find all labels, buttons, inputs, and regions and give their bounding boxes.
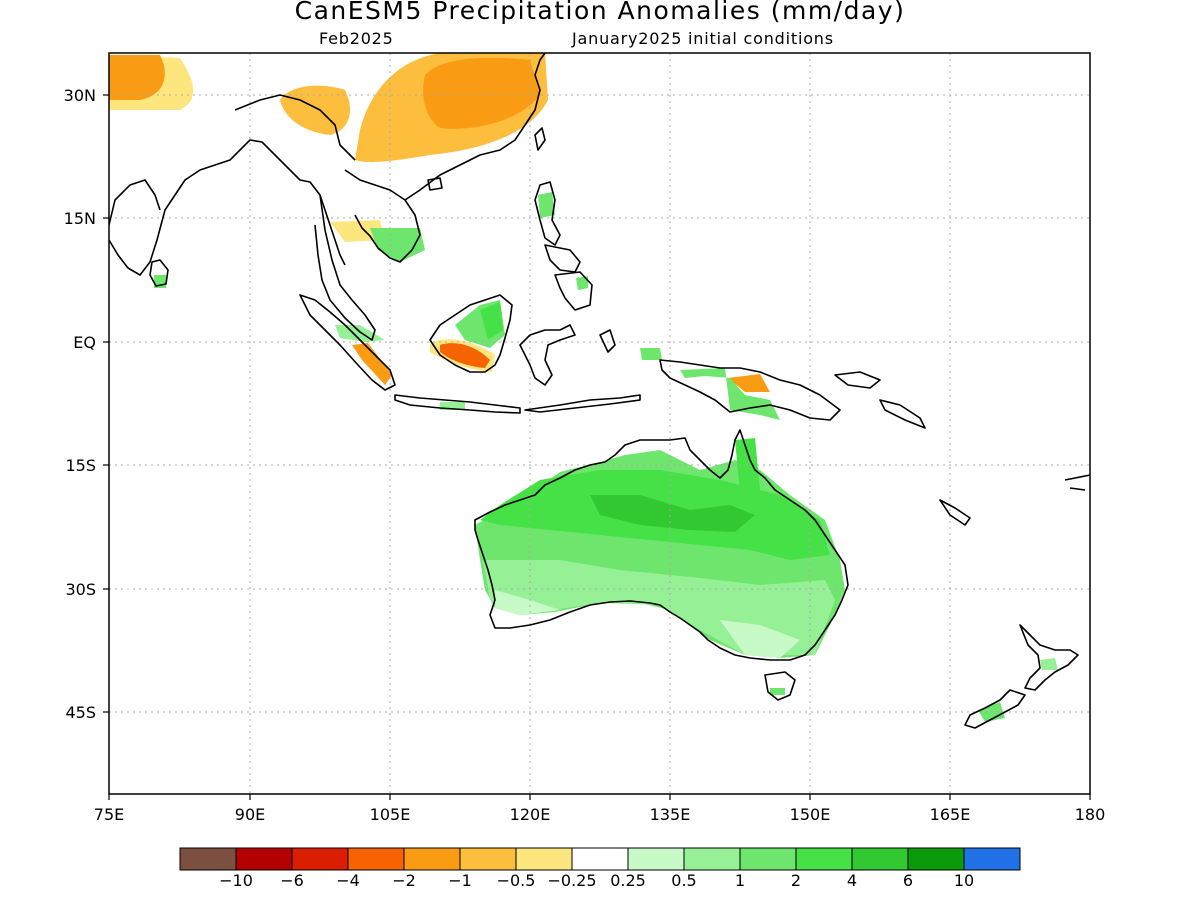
- coast-sulawesi: [519, 324, 576, 386]
- y-tick-label: 15N: [64, 209, 96, 228]
- y-tick-label: EQ: [73, 333, 96, 352]
- coast-new-britain: [834, 371, 881, 389]
- dry-anomaly-east-asia-core: [423, 57, 540, 129]
- x-tick-label: 135E: [650, 805, 691, 824]
- wet-anomaly-tasmania: [770, 688, 785, 695]
- y-tick-label: 30N: [64, 86, 96, 105]
- coast-india: [109, 139, 346, 276]
- colorbar-swatch: [851, 847, 909, 871]
- dry-anomaly-tibet: [280, 85, 350, 135]
- colorbar-swatch: [179, 847, 237, 871]
- coast-new-zealand-south: [964, 689, 1026, 729]
- coast-malay-peninsula: [314, 194, 376, 341]
- initial-conditions: January2025 initial conditions: [572, 29, 834, 48]
- coast-new-zealand-north: [1019, 624, 1079, 691]
- wet-anomaly-philippines: [538, 192, 555, 218]
- coast-new-guinea: [659, 359, 841, 421]
- colorbar-label: −6: [280, 871, 304, 890]
- coast-china: [404, 53, 546, 201]
- dry-anomaly-borneo: [440, 343, 490, 368]
- colorbar-swatch: [403, 847, 461, 871]
- wet-anomaly-mindanao: [576, 276, 588, 290]
- coast-hainan: [427, 177, 443, 191]
- map-title: CanESM5 Precipitation Anomalies (mm/day): [294, 0, 906, 25]
- colorbar-swatch: [515, 847, 573, 871]
- wet-anomaly-australia-southeast: [720, 620, 800, 658]
- colorbar-swatch: [459, 847, 517, 871]
- colorbar-swatch: [907, 847, 965, 871]
- wet-anomaly-cape-york: [735, 438, 760, 492]
- coast-sri-lanka: [149, 259, 169, 287]
- colorbar-label: −0.25: [547, 871, 597, 890]
- coast-indochina: [344, 169, 421, 263]
- x-tick-label: 165E: [930, 805, 971, 824]
- coast-halmahera: [599, 329, 616, 353]
- forecast-month: Feb2025: [319, 29, 394, 48]
- colorbar-label: 1: [734, 871, 746, 890]
- x-axis-labels: 75E 90E 105E 120E 135E 150E 165E 180: [94, 805, 1106, 824]
- colorbar-label: 2: [790, 871, 802, 890]
- coast-india-west: [109, 179, 161, 226]
- colorbar-swatch: [347, 847, 405, 871]
- wet-anomaly-vietnam: [370, 228, 425, 262]
- x-tick-label: 120E: [510, 805, 551, 824]
- colorbar-label: −4: [336, 871, 360, 890]
- x-tick-label: 90E: [235, 805, 265, 824]
- coast-vanuatu-fiji: [1064, 474, 1090, 491]
- wet-anomaly-sulawesi: [640, 348, 662, 360]
- plot-frame: [108, 52, 1091, 795]
- wet-anomaly-australia-southwest: [495, 590, 560, 615]
- coast-solomons: [879, 399, 926, 429]
- coast-java: [394, 394, 521, 414]
- coast-philippines-luzon: [534, 181, 561, 246]
- wet-anomaly-australia-peak: [590, 495, 755, 532]
- coast-borneo: [429, 294, 513, 373]
- colorbar-label: 0.5: [671, 871, 697, 890]
- coast-philippines-mindanao: [554, 271, 593, 311]
- colorbar-label: 0.25: [610, 871, 646, 890]
- colorbar-label: 10: [953, 871, 975, 890]
- colorbar-label: 4: [846, 871, 858, 890]
- coast-australia: [474, 429, 849, 661]
- coast-tibet-border: [234, 94, 356, 161]
- coast-lesser-sundas: [524, 394, 641, 413]
- colorbar-swatch: [627, 847, 685, 871]
- coast-taiwan: [534, 127, 546, 151]
- colorbar-swatch: [739, 847, 797, 871]
- coast-philippines-visayas: [544, 244, 581, 273]
- coastlines: [109, 53, 1090, 729]
- x-tick-label: 150E: [790, 805, 831, 824]
- colorbar-label: −2: [392, 871, 416, 890]
- x-tick-label: 105E: [370, 805, 411, 824]
- coast-tasmania: [764, 671, 796, 701]
- graticule: [109, 53, 1090, 794]
- y-tick-label: 15S: [65, 456, 96, 475]
- x-tick-label: 75E: [94, 805, 124, 824]
- coast-new-caledonia: [939, 499, 971, 526]
- wet-anomaly-borneo-north-core: [480, 302, 503, 340]
- y-tick-label: 30S: [65, 580, 96, 599]
- coast-sumatra: [299, 294, 396, 391]
- colorbar-label: 6: [902, 871, 914, 890]
- tick-marks: [103, 94, 1091, 800]
- colorbar-swatch: [291, 847, 349, 871]
- wet-anomaly-new-zealand-north: [1040, 658, 1058, 670]
- x-tick-label: 180: [1075, 805, 1106, 824]
- colorbar-label: −10: [219, 871, 253, 890]
- dry-anomaly-north-india-core: [109, 55, 165, 100]
- colorbar-swatch: [795, 847, 853, 871]
- dry-anomaly-new-guinea: [728, 374, 770, 392]
- y-axis-labels: 30N 15N EQ 15S 30S 45S: [64, 86, 96, 722]
- colorbar: [179, 847, 1021, 871]
- colorbar-label: −0.5: [496, 871, 536, 890]
- colorbar-swatch: [235, 847, 293, 871]
- dry-anomaly-sumatra: [352, 343, 392, 385]
- colorbar-swatch: [963, 847, 1021, 871]
- anomaly-field: [109, 53, 1058, 722]
- y-tick-label: 45S: [65, 703, 96, 722]
- colorbar-swatch: [683, 847, 741, 871]
- colorbar-swatch: [571, 847, 629, 871]
- colorbar-label: −1: [448, 871, 472, 890]
